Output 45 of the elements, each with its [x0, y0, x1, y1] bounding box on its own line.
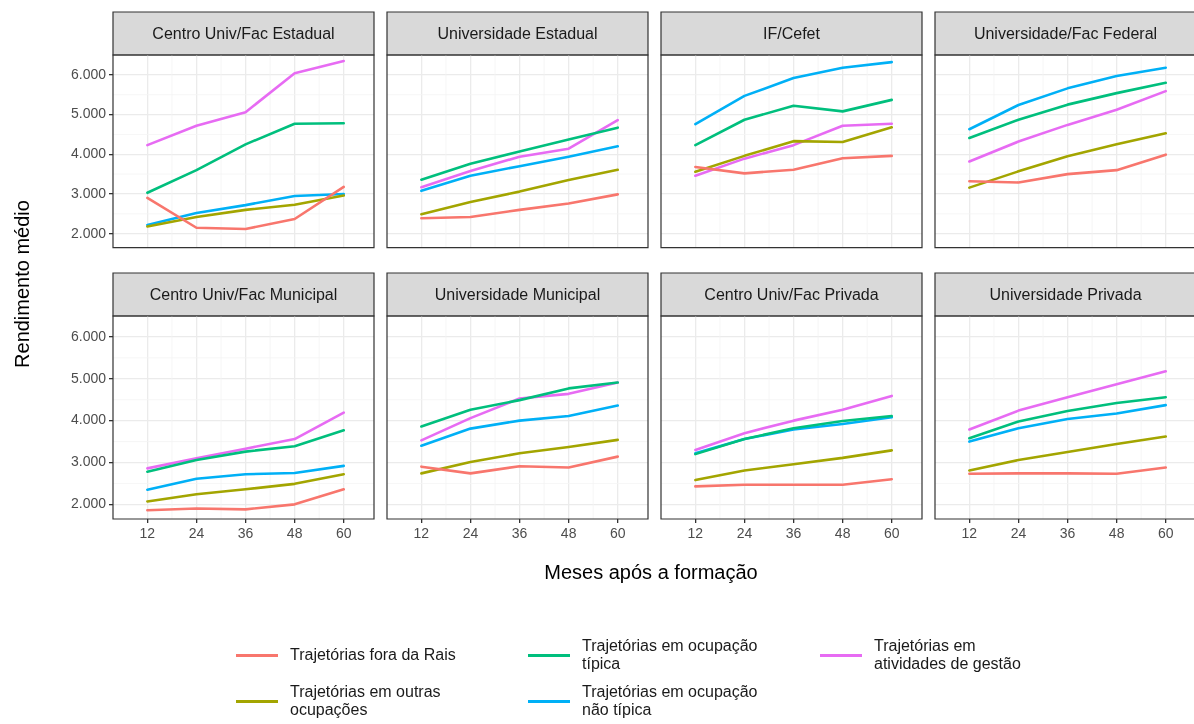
legend-label: Trajetórias em ocupação não típica [582, 683, 758, 719]
x-tick-label: 12 [961, 525, 978, 542]
legend-label: Trajetórias em ocupação típica [582, 637, 758, 673]
y-tick-label: 4.000 [70, 411, 107, 428]
chart-title: Centro Univ/Fac Municipal [149, 285, 338, 303]
y-tick-label: 6.000 [70, 327, 107, 344]
y-tick-label: 3.000 [70, 184, 107, 201]
x-axis-title: Meses após a formação [544, 560, 758, 584]
x-tick-label: 36 [1059, 525, 1076, 542]
x-tick-label: 24 [736, 525, 753, 542]
x-tick-label: 36 [785, 525, 802, 542]
x-tick-label: 48 [1108, 525, 1125, 542]
chart-title: Universidade/Fac Federal [973, 24, 1158, 42]
x-tick-label: 48 [286, 525, 303, 542]
chart-title: Universidade Estadual [437, 24, 598, 42]
chart-title: Universidade Municipal [434, 285, 601, 303]
y-tick-label: 6.000 [70, 65, 107, 82]
x-tick-label: 60 [883, 525, 900, 542]
y-tick-label: 3.000 [70, 453, 107, 470]
chart-title: Centro Univ/Fac Estadual [152, 24, 335, 42]
y-tick-label: 2.000 [70, 224, 107, 241]
x-tick-label: 12 [687, 525, 704, 542]
x-tick-label: 48 [560, 525, 577, 542]
y-tick-label: 5.000 [70, 105, 107, 122]
x-tick-label: 24 [462, 525, 479, 542]
x-tick-label: 48 [834, 525, 851, 542]
y-tick-label: 4.000 [70, 145, 107, 162]
x-tick-label: 24 [1010, 525, 1027, 542]
legend-label: Trajetórias em outras ocupações [290, 683, 441, 719]
chart-title: Centro Univ/Fac Privada [704, 285, 879, 303]
y-tick-label: 5.000 [70, 369, 107, 386]
x-tick-label: 36 [237, 525, 254, 542]
x-tick-label: 60 [1157, 525, 1174, 542]
legend-label: Trajetórias em atividades de gestão [874, 637, 1021, 673]
x-tick-label: 36 [511, 525, 528, 542]
x-tick-label: 12 [413, 525, 430, 542]
y-tick-label: 2.000 [70, 495, 107, 512]
x-tick-label: 60 [335, 525, 352, 542]
x-tick-label: 24 [188, 525, 205, 542]
x-tick-label: 60 [609, 525, 626, 542]
chart-title: IF/Cefet [763, 24, 821, 42]
y-axis-title: Rendimento médio [10, 200, 34, 368]
x-tick-label: 12 [139, 525, 156, 542]
chart-title: Universidade Privada [989, 285, 1142, 303]
legend-label: Trajetórias fora da Rais [290, 646, 456, 664]
